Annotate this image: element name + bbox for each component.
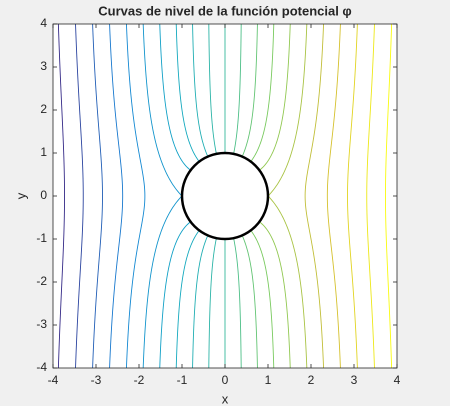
x-tick-label: -3 [91,373,102,387]
y-tick-label: -4 [36,360,47,374]
contour-line [385,24,393,368]
y-tick-label: 2 [40,102,47,116]
y-tick-label: -1 [36,231,47,245]
y-tick-label: -3 [36,317,47,331]
x-tick-label: 1 [265,373,272,387]
y-tick-label: -2 [36,274,47,288]
cylinder [180,151,270,241]
contour-line [57,24,65,368]
y-tick-label: 1 [40,145,47,159]
contour-line [125,24,146,368]
x-tick-label: 2 [308,373,315,387]
contour-line [175,24,200,368]
chart-title: Curvas de nivel de la función potencial … [98,3,351,18]
y-tick-label: 3 [40,59,47,73]
contour-line [208,24,217,368]
x-tick-label: -1 [177,373,188,387]
contour-group [57,24,393,368]
contour-line [192,24,209,368]
x-tick-label: 3 [351,373,358,387]
contour-line [366,24,375,368]
contour-line [109,24,124,368]
x-tick-label: 0 [222,373,229,387]
y-tick-label: 4 [40,16,47,30]
y-axis-label: y [13,192,28,199]
contour-line [304,24,325,368]
contour-line [159,24,191,368]
x-axis-label: x [222,391,229,406]
contour-line [75,24,84,368]
contour-line [250,24,275,368]
x-tick-label: 4 [394,373,401,387]
contour-line [326,24,341,368]
contour-line [233,24,242,368]
contour-line [347,24,358,368]
contour-line [241,24,258,368]
contour-line [92,24,103,368]
x-tick-label: -2 [134,373,145,387]
x-tick-label: -4 [48,373,59,387]
contour-line [259,24,291,368]
y-tick-label: 0 [40,188,47,202]
